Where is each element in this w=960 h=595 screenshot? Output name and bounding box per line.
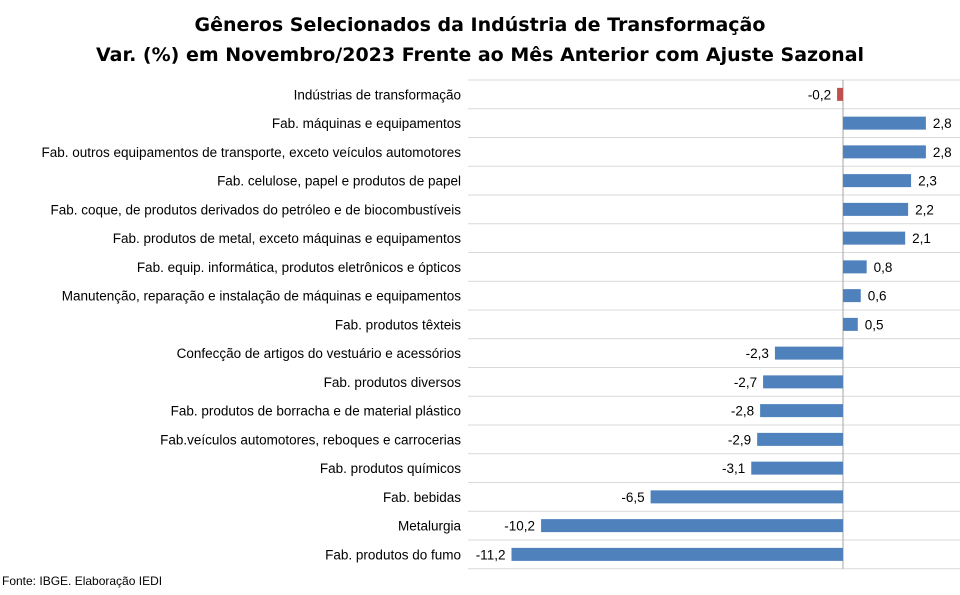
data-label: -2,9 bbox=[728, 432, 751, 447]
category-label: Fab. máquinas e equipamentos bbox=[272, 116, 461, 131]
data-label: -10,2 bbox=[504, 519, 535, 534]
bar bbox=[541, 519, 843, 533]
bar bbox=[760, 404, 843, 418]
category-label: Indústrias de transformação bbox=[294, 87, 461, 102]
labels: Indústrias de transformação -0,2 Fab. máqu… bbox=[42, 87, 952, 562]
data-label: -2,3 bbox=[746, 346, 769, 361]
category-label: Fab. produtos diversos bbox=[324, 375, 462, 390]
category-label: Fab. produtos químicos bbox=[320, 461, 461, 476]
data-label: -3,1 bbox=[722, 461, 745, 476]
data-label: 2,8 bbox=[933, 145, 952, 160]
bar bbox=[763, 375, 843, 389]
category-label: Fab. produtos de borracha e de material … bbox=[171, 404, 461, 419]
category-label: Metalurgia bbox=[398, 519, 462, 534]
category-label: Fab. celulose, papel e produtos de papel bbox=[217, 174, 461, 189]
bar bbox=[843, 174, 912, 188]
data-label: 2,2 bbox=[915, 202, 934, 217]
data-label: -2,8 bbox=[731, 404, 754, 419]
category-label: Fab. equip. informática, produtos eletrô… bbox=[137, 260, 461, 275]
category-label: Fab. produtos têxteis bbox=[335, 317, 461, 332]
bar bbox=[650, 490, 843, 504]
bars bbox=[511, 87, 926, 561]
category-label: Fab.veículos automotores, reboques e car… bbox=[160, 432, 461, 447]
data-label: 0,6 bbox=[868, 289, 887, 304]
bar bbox=[837, 87, 843, 101]
source-note: Fonte: IBGE. Elaboração IEDI bbox=[2, 574, 163, 588]
category-label: Fab. coque, de produtos derivados do pet… bbox=[50, 202, 461, 217]
chart-subtitle: Var. (%) em Novembro/2023 Frente ao Mês … bbox=[96, 44, 864, 66]
data-label: 0,8 bbox=[874, 260, 893, 275]
bar bbox=[843, 289, 861, 303]
bar bbox=[843, 317, 858, 331]
bar bbox=[843, 116, 926, 130]
data-label: -2,7 bbox=[734, 375, 757, 390]
bar bbox=[751, 461, 843, 475]
category-label: Fab. bebidas bbox=[383, 490, 461, 505]
gridlines bbox=[468, 79, 960, 570]
bar bbox=[843, 145, 926, 159]
data-label: -6,5 bbox=[621, 490, 644, 505]
bar bbox=[843, 231, 906, 245]
bar bbox=[843, 202, 909, 216]
data-label: -11,2 bbox=[476, 547, 506, 562]
bar bbox=[757, 432, 843, 446]
bar bbox=[774, 346, 843, 360]
category-label: Confecção de artigos do vestuário e aces… bbox=[177, 346, 462, 361]
category-label: Fab. produtos do fumo bbox=[325, 547, 461, 562]
data-label: 2,1 bbox=[912, 231, 931, 246]
data-label: 2,8 bbox=[933, 116, 952, 131]
data-label: -0,2 bbox=[808, 87, 831, 102]
category-label: Manutenção, reparação e instalação de má… bbox=[62, 289, 462, 304]
category-label: Fab. outros equipamentos de transporte, … bbox=[42, 145, 462, 160]
category-label: Fab. produtos de metal, exceto máquinas … bbox=[113, 231, 461, 246]
bar bbox=[511, 547, 843, 561]
data-label: 0,5 bbox=[865, 317, 884, 332]
bar bbox=[843, 260, 867, 274]
data-label: 2,3 bbox=[918, 174, 937, 189]
chart-title: Gêneros Selecionados da Indústria de Tra… bbox=[195, 14, 766, 36]
